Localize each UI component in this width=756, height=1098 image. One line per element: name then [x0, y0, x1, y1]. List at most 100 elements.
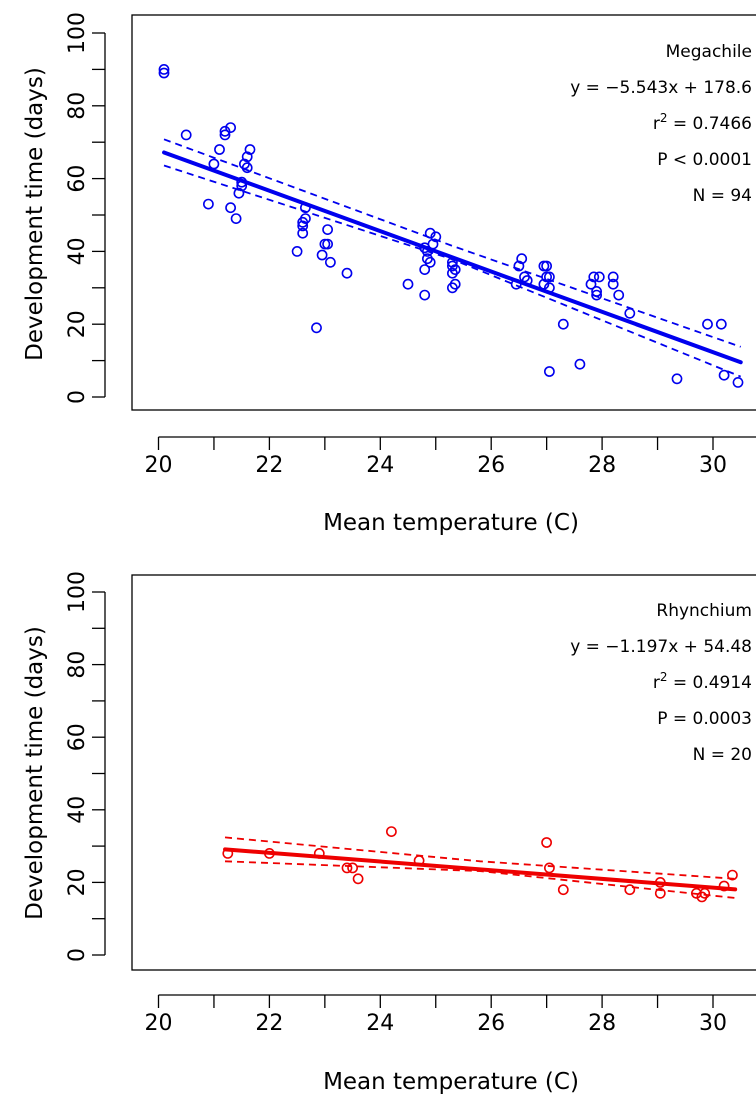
data-point [446, 256, 458, 268]
data-point [299, 202, 311, 214]
y-axis-title: Development time (days) [22, 67, 48, 361]
data-point [311, 322, 322, 334]
r-squared: r2 = 0.4914 [653, 670, 752, 693]
data-point [516, 253, 528, 265]
data-point [613, 289, 625, 301]
y-tick-label: 60 [65, 165, 90, 193]
data-point [236, 176, 248, 188]
data-point [521, 275, 533, 286]
data-point [541, 837, 552, 848]
data-point [424, 256, 436, 268]
data-points [222, 826, 738, 903]
y-axis-title: Development time (days) [22, 626, 48, 920]
sample-size: N = 94 [693, 186, 752, 206]
x-tick-label: 30 [699, 1011, 727, 1036]
data-point [402, 278, 414, 290]
data-point [544, 271, 555, 283]
data-point [654, 877, 666, 888]
x-tick-label: 24 [366, 453, 394, 478]
data-point [430, 231, 442, 243]
x-tick-label: 28 [588, 453, 616, 478]
y-tick-label: 0 [65, 948, 90, 962]
data-point [299, 213, 311, 224]
data-point [424, 227, 436, 239]
data-point [413, 855, 425, 866]
data-point [219, 129, 231, 141]
data-point [654, 887, 666, 899]
data-point [352, 873, 364, 885]
data-point [202, 198, 214, 210]
regression-equation: y = −1.197x + 54.48 [570, 637, 752, 657]
data-point [419, 264, 431, 275]
data-point [715, 318, 727, 330]
data-point [449, 278, 461, 290]
data-point [538, 278, 550, 290]
data-point [219, 125, 231, 137]
x-axis-title: Mean temperature (C) [323, 1069, 579, 1095]
data-point [541, 260, 552, 272]
data-point [732, 376, 744, 388]
data-point [419, 289, 431, 301]
data-point [591, 285, 602, 297]
y-tick-label: 80 [65, 92, 90, 120]
series-label: Megachile [666, 42, 752, 62]
y-tick-label: 80 [65, 651, 90, 679]
data-point [385, 826, 397, 837]
stats-annotation: Megachile y = −5.543x + 178.6 r2 = 0.746… [570, 42, 752, 206]
y-tick-label: 20 [65, 868, 90, 896]
ci-upper-line [163, 138, 741, 348]
data-point [322, 238, 333, 250]
axes: 20 22 24 26 28 30 0 20 40 60 80 100 [65, 12, 756, 478]
data-point [449, 264, 461, 275]
data-point [241, 162, 253, 174]
data-points [158, 64, 744, 388]
plot-frame [131, 574, 756, 971]
data-point [607, 278, 619, 290]
megachile-panel: 20 22 24 26 28 30 0 20 40 60 80 100 Mean temperatur… [22, 12, 756, 536]
axes: 20 22 24 26 28 30 0 20 40 60 80 100 [65, 571, 756, 1036]
p-value: P = 0.0003 [657, 709, 752, 729]
data-point [421, 245, 433, 257]
data-point [557, 318, 569, 330]
data-point [544, 862, 555, 874]
data-point [699, 887, 711, 899]
data-point [180, 129, 192, 141]
data-point [208, 158, 220, 170]
series-label: Rhynchium [656, 601, 752, 621]
rhynchium-panel: 20 22 24 26 28 30 0 20 40 60 80 100 Mean temperatur… [22, 571, 756, 1095]
y-tick-label: 100 [65, 12, 90, 54]
regression-equation: y = −5.543x + 178.6 [570, 78, 752, 98]
data-point [297, 227, 309, 239]
y-tick-label: 0 [65, 390, 90, 404]
data-point [313, 848, 325, 859]
data-point [225, 202, 236, 214]
data-point [341, 862, 353, 874]
data-point [241, 151, 253, 163]
data-point [544, 282, 555, 294]
data-point [291, 245, 303, 257]
x-tick-label: 20 [145, 453, 173, 478]
data-point [718, 880, 730, 892]
data-point [158, 64, 170, 75]
data-point [322, 224, 333, 235]
data-point [236, 180, 248, 192]
y-tick-label: 100 [65, 571, 90, 613]
data-point [718, 369, 730, 381]
x-tick-label: 22 [255, 1011, 283, 1036]
data-point [244, 144, 256, 155]
data-point [671, 373, 683, 385]
data-point [222, 848, 234, 859]
data-point [158, 67, 170, 79]
data-point [591, 289, 602, 301]
y-tick-label: 60 [65, 723, 90, 751]
sample-size: N = 20 [693, 745, 752, 765]
data-point [585, 278, 597, 290]
data-point [510, 278, 522, 290]
data-point [427, 238, 439, 250]
data-point [297, 220, 309, 232]
y-tick-label: 20 [65, 310, 90, 338]
x-tick-label: 24 [366, 1011, 394, 1036]
p-value: P < 0.0001 [657, 150, 752, 170]
data-point [544, 366, 555, 377]
